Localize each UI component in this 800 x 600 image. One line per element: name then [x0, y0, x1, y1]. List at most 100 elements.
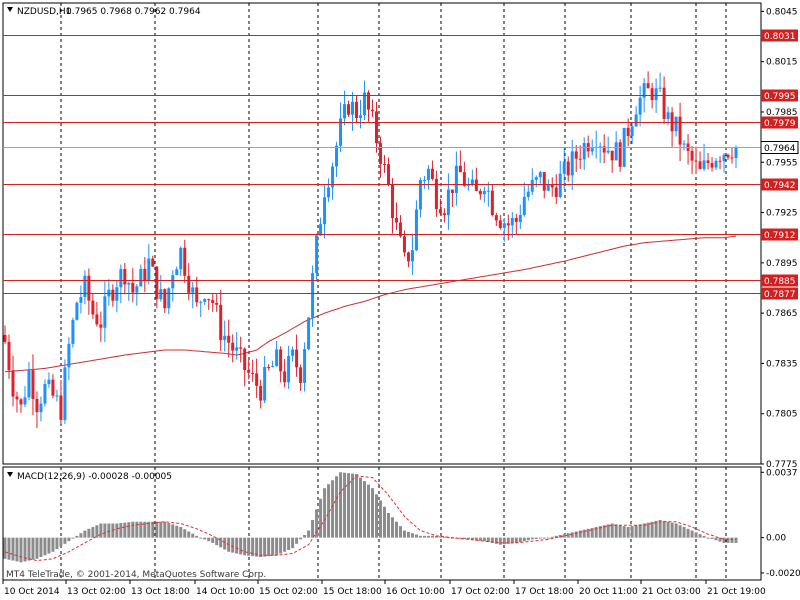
candle-bear: [299, 367, 303, 383]
macd-bar: [167, 523, 171, 538]
macd-bar: [534, 537, 538, 539]
macd-bar: [562, 534, 566, 538]
price-tick-label: 0.8015: [766, 58, 798, 68]
candle-bull: [71, 319, 75, 344]
candle-bear: [574, 151, 578, 159]
ohlc-values: 0.7965 0.7968 0.7962 0.7964: [66, 7, 201, 17]
macd-bar: [267, 537, 271, 557]
candle-bear: [490, 190, 494, 216]
horizontal-levels-layer: 0.8031 0.7995 0.7979 0.7942 0.7912 0.7885 0.78…: [3, 29, 798, 300]
macd-dropdown-arrow-icon[interactable]: [7, 472, 13, 477]
candle-bear: [247, 370, 251, 373]
level-price-box: 0.7942: [761, 178, 798, 191]
macd-bar: [331, 480, 335, 538]
level-price-box: 0.7877: [761, 287, 798, 300]
candle-bear: [710, 163, 714, 168]
macd-bar: [199, 537, 203, 539]
macd-bar: [347, 473, 351, 538]
price-pane[interactable]: 0.8031 0.7995 0.7979 0.7942 0.7912 0.7885 0.78…: [2, 2, 799, 465]
macd-bar: [11, 537, 15, 561]
macd-bar: [363, 481, 367, 538]
macd-bar: [351, 473, 355, 538]
macd-bar: [670, 522, 674, 538]
macd-bar: [355, 474, 359, 538]
candle-bull: [127, 282, 131, 285]
macd-bar: [223, 537, 227, 550]
macd-bar: [311, 519, 315, 538]
macd-bar: [47, 537, 51, 554]
candle-bear: [111, 289, 115, 301]
candle-bull: [414, 209, 418, 251]
candle-bear: [347, 104, 351, 115]
macd-bar: [143, 521, 147, 538]
macd-bar: [594, 527, 598, 538]
macd-bar: [614, 524, 618, 538]
candle-bull: [518, 214, 522, 222]
level-box-bg: [761, 89, 798, 102]
candle-bull: [63, 367, 67, 420]
macd-bar: [538, 537, 542, 539]
macd-bar: [682, 527, 686, 538]
candle-bear: [31, 370, 35, 399]
time-label: 10 Oct 2014: [4, 587, 60, 597]
macd-bar: [127, 522, 131, 538]
macd-bar: [291, 537, 295, 549]
macd-tick-label: 0.0037: [766, 468, 798, 478]
dropdown-arrow-icon[interactable]: [7, 7, 13, 12]
level-price-box: 0.8031: [761, 29, 798, 42]
price-tick-label: 0.7865: [766, 309, 798, 319]
candle-bear: [163, 289, 167, 309]
level-box-bg: [761, 116, 798, 129]
macd-bar: [726, 537, 730, 543]
macd-bar: [35, 537, 39, 559]
macd-bar: [606, 524, 610, 538]
macd-bar: [710, 537, 714, 539]
macd-tick-label: 0.00: [766, 534, 786, 544]
current-price-line-layer: 0.7964: [3, 141, 799, 154]
macd-bar: [642, 523, 646, 538]
macd-bar: [622, 526, 626, 538]
macd-bar: [418, 535, 422, 538]
price-tick-label: 0.7985: [766, 108, 798, 118]
time-label: 17 Oct 18:00: [515, 587, 574, 597]
candle-bear: [123, 269, 127, 285]
macd-bar: [171, 524, 175, 538]
candle-bear: [726, 154, 730, 158]
candle-bull: [666, 112, 670, 119]
level-box-bg: [761, 274, 798, 287]
candle-bear: [211, 299, 215, 304]
macd-bar: [490, 537, 494, 543]
macd-bar: [486, 537, 490, 543]
level-price-label: 0.8031: [764, 32, 796, 42]
candle-bull: [722, 154, 726, 162]
level-box-bg: [761, 228, 798, 241]
candle-bear: [99, 324, 103, 328]
candle-bull: [426, 168, 430, 180]
candle-bear: [698, 161, 702, 169]
candle-bull: [139, 268, 143, 287]
candle-bull: [263, 367, 267, 401]
macd-bar: [630, 526, 634, 538]
macd-bar: [319, 498, 323, 538]
candle-bull: [558, 173, 562, 198]
macd-bar: [698, 534, 702, 538]
macd-bar: [406, 531, 410, 538]
candle-bull: [351, 101, 355, 115]
candle-bull: [702, 160, 706, 169]
macd-tick-label: -0.0020: [766, 569, 800, 579]
candle-bull: [271, 366, 275, 368]
macd-pane[interactable]: MACD(12,26,9) -0.00028 -0.00005 MT4 Tele…: [2, 466, 762, 581]
candle-bull: [470, 179, 474, 184]
candle-bull: [167, 288, 171, 309]
macd-bar: [690, 530, 694, 538]
candle-bear: [267, 367, 271, 369]
candle-bull: [47, 379, 51, 384]
macd-bar: [251, 537, 255, 557]
macd-bar: [175, 525, 179, 538]
candle-bear: [402, 236, 406, 253]
macd-bar: [271, 537, 275, 556]
macd-bar: [462, 537, 466, 539]
candle-bear: [259, 385, 263, 401]
